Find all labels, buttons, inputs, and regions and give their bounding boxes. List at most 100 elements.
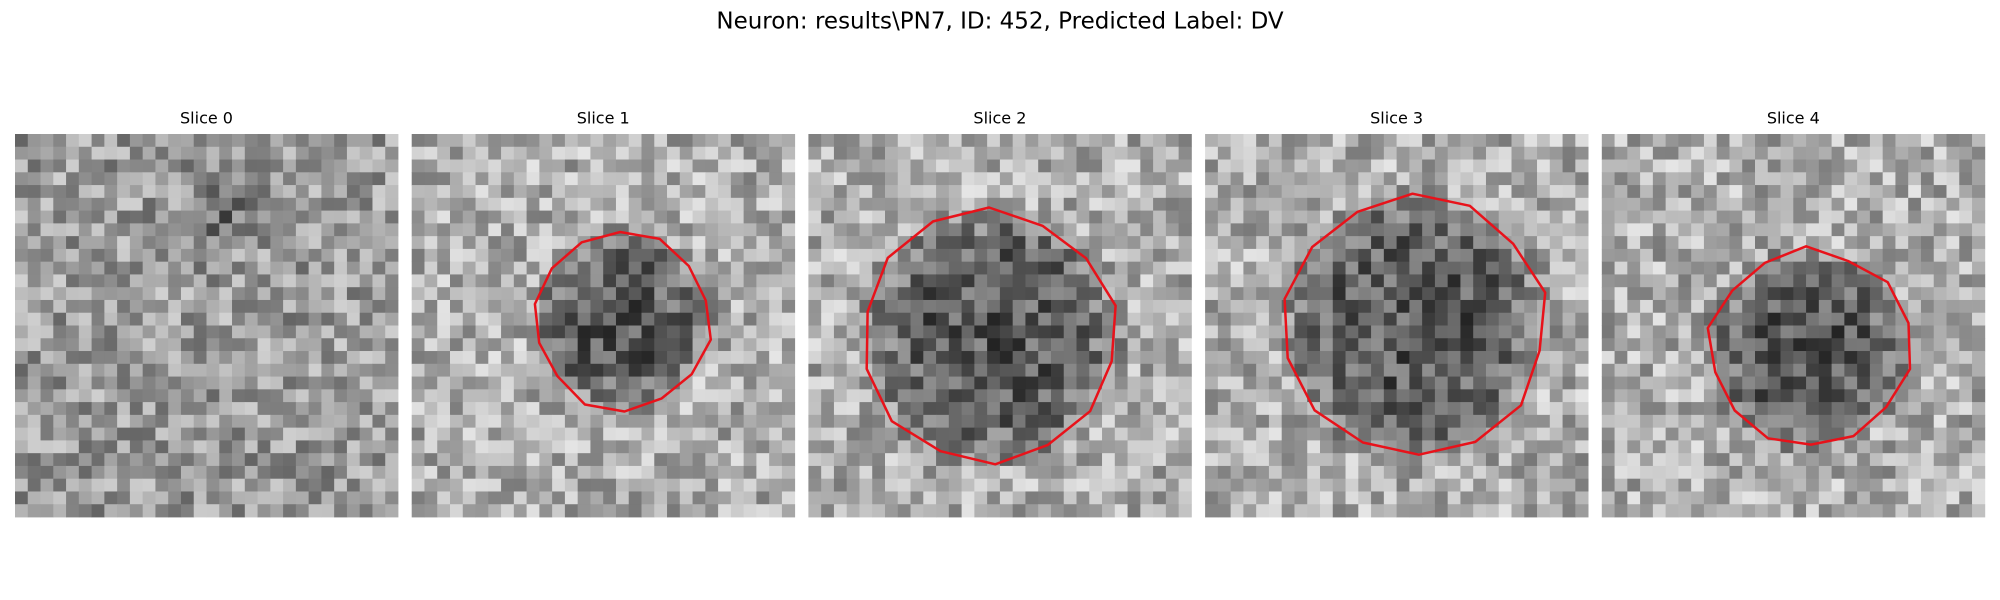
pixel: [372, 351, 386, 365]
pixel: [1652, 504, 1667, 518]
pixel: [936, 274, 950, 288]
pixel: [936, 478, 950, 492]
pixel: [1857, 351, 1871, 365]
pixel: [1396, 146, 1410, 160]
pixel: [1716, 261, 1730, 275]
pixel: [1358, 376, 1372, 390]
pixel: [628, 351, 642, 365]
pixel: [462, 223, 476, 237]
pixel: [462, 478, 476, 492]
pixel: [1575, 223, 1589, 237]
pixel: [411, 261, 425, 275]
pixel: [283, 440, 297, 454]
pixel: [66, 491, 80, 505]
pixel: [1755, 453, 1769, 467]
pixel: [424, 402, 438, 416]
pixel: [1831, 274, 1845, 288]
pixel: [1127, 376, 1141, 390]
pixel: [910, 453, 924, 467]
pixel: [1729, 478, 1743, 492]
pixel: [552, 172, 566, 186]
pixel: [1959, 172, 1973, 186]
pixel: [1025, 312, 1039, 326]
pixel: [718, 223, 732, 237]
pixel: [1780, 402, 1794, 416]
pixel: [1473, 274, 1487, 288]
pixel: [117, 146, 131, 160]
pixel: [1256, 185, 1270, 199]
pixel: [1972, 338, 1986, 352]
pixel: [705, 159, 719, 173]
pixel: [974, 504, 988, 518]
pixel: [1217, 453, 1232, 467]
pixel: [1012, 478, 1026, 492]
pixel: [743, 248, 757, 263]
pixel: [385, 236, 399, 250]
panel-title: Slice 2: [973, 109, 1026, 128]
pixel: [961, 389, 975, 403]
pixel: [346, 504, 361, 518]
pixel: [1371, 427, 1385, 441]
pixel: [27, 248, 41, 263]
pixel: [15, 159, 29, 173]
pixel: [1025, 223, 1039, 237]
pixel: [437, 440, 451, 454]
pixel: [1320, 210, 1334, 224]
pixel: [743, 210, 757, 224]
pixel: [1076, 402, 1090, 416]
pixel: [961, 338, 975, 352]
pixel: [590, 376, 604, 390]
pixel: [1793, 261, 1807, 275]
pixel: [1025, 338, 1039, 352]
pixel: [1627, 402, 1641, 416]
pixel: [808, 172, 822, 186]
pixel: [232, 248, 246, 263]
pixel: [66, 274, 80, 288]
pixel: [1127, 402, 1141, 416]
pixel: [1165, 236, 1180, 250]
pixel: [1165, 427, 1180, 441]
pixel: [1972, 210, 1986, 224]
pixel: [1716, 440, 1730, 454]
pixel: [1742, 440, 1756, 454]
pixel: [1742, 376, 1756, 390]
pixel: [705, 248, 719, 263]
pixel: [1320, 504, 1334, 518]
pixel: [206, 223, 220, 237]
pixel: [1217, 197, 1232, 211]
pixel: [1320, 338, 1334, 352]
pixel: [1230, 185, 1244, 199]
pixel: [1205, 248, 1219, 263]
pixel: [1665, 338, 1679, 352]
pixel: [1383, 478, 1397, 492]
pixel: [1332, 491, 1346, 505]
pixel: [743, 402, 757, 416]
pixel: [1678, 453, 1692, 467]
pixel: [1140, 146, 1154, 160]
pixel: [1332, 504, 1346, 518]
pixel: [1665, 389, 1679, 403]
pixel: [295, 236, 310, 250]
pixel: [1102, 146, 1116, 160]
pixel: [1793, 172, 1807, 186]
pixel: [1371, 312, 1385, 326]
pixel: [1012, 325, 1026, 339]
pixel: [987, 299, 1001, 314]
pixel: [411, 274, 425, 288]
pixel: [1205, 389, 1219, 403]
pixel: [1178, 389, 1192, 403]
pixel: [104, 478, 118, 492]
pixel: [1806, 274, 1820, 288]
pixel: [961, 134, 975, 148]
pixel: [27, 351, 41, 365]
pixel: [974, 210, 988, 224]
pixel: [718, 185, 732, 199]
pixel: [730, 440, 745, 454]
pixel: [705, 197, 719, 211]
pixel: [1882, 185, 1896, 199]
pixel: [808, 465, 822, 480]
pixel: [244, 351, 258, 365]
pixel: [615, 465, 630, 480]
pixel: [590, 223, 604, 237]
pixel: [1409, 261, 1423, 275]
